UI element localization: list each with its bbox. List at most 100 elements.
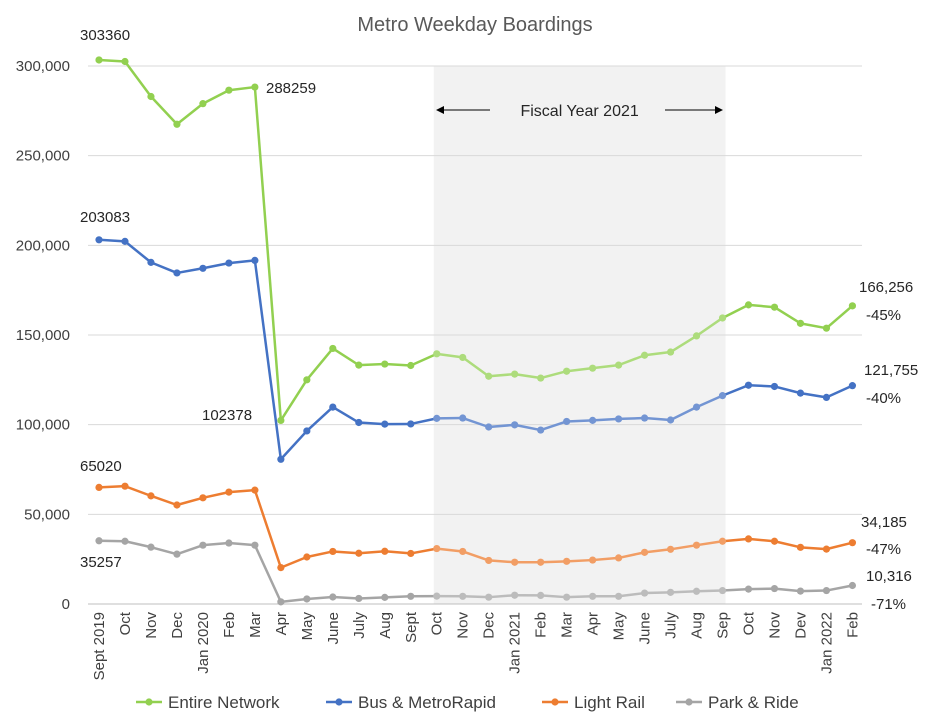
x-tick-label: June: [325, 612, 342, 645]
series-layer: [95, 56, 857, 606]
x-tick-label: Dec: [481, 612, 498, 639]
series-segment: [97, 58, 127, 63]
x-tick-label: Dev: [792, 612, 809, 639]
series-segment: [799, 391, 828, 399]
data-point: [563, 367, 571, 375]
series-segment: [253, 259, 283, 461]
y-tick-label: 300,000: [16, 58, 70, 75]
data-point: [199, 264, 207, 272]
data-point: [485, 423, 493, 431]
chart-title: Metro Weekday Boardings: [357, 14, 592, 36]
data-label: 34,185: [861, 514, 907, 531]
data-point: [511, 370, 519, 378]
data-point: [381, 360, 389, 368]
data-point: [692, 587, 701, 595]
series-light-rail: [95, 482, 857, 572]
series-segment: [227, 541, 257, 547]
series-segment: [149, 494, 179, 507]
series-segment: [617, 591, 646, 598]
x-tick-label: Jan 2020: [195, 612, 212, 674]
series-segment: [175, 543, 205, 556]
legend-label: Park & Ride: [708, 693, 799, 712]
series-segment: [487, 423, 516, 429]
legend-item: Light Rail: [542, 693, 645, 712]
series-segment: [513, 372, 542, 380]
data-point: [329, 403, 337, 411]
x-tick-label: Aug: [689, 612, 706, 639]
data-label: -40%: [866, 390, 901, 407]
series-segment: [695, 539, 724, 547]
data-point: [822, 545, 831, 553]
data-point: [225, 259, 233, 267]
data-point: [796, 543, 805, 551]
series-segment: [799, 589, 828, 593]
series-segment: [227, 488, 257, 494]
data-point: [433, 544, 441, 553]
legend-swatch-marker: [685, 698, 693, 706]
data-point: [433, 350, 441, 358]
data-point: [251, 541, 259, 549]
series-segment: [461, 550, 490, 562]
data-point: [718, 392, 727, 400]
data-point: [95, 483, 103, 491]
series-segment: [721, 383, 750, 397]
series-segment: [539, 560, 568, 564]
data-point: [563, 593, 571, 601]
series-segment: [799, 546, 828, 551]
data-point: [770, 584, 779, 593]
series-segment: [201, 541, 231, 547]
series-segment: [149, 95, 179, 126]
data-point: [563, 417, 571, 426]
series-segment: [201, 261, 231, 270]
series-segment: [461, 416, 490, 429]
series-segment: [149, 261, 179, 275]
series-segment: [331, 347, 361, 367]
data-point: [666, 588, 675, 596]
series-segment: [123, 240, 153, 264]
data-point: [147, 492, 155, 500]
series-segment: [773, 385, 802, 395]
series-segment: [591, 417, 620, 422]
data-point: [173, 550, 181, 558]
series-segment: [695, 316, 724, 338]
series-segment: [253, 85, 283, 422]
series-segment: [669, 590, 698, 594]
series-segment: [253, 543, 283, 604]
data-label: 166,256: [859, 279, 913, 296]
series-segment: [97, 484, 127, 489]
data-point: [640, 548, 649, 556]
data-point: [770, 382, 779, 391]
data-point: [199, 541, 207, 549]
x-tick-label: Mar: [247, 612, 264, 638]
data-point: [277, 455, 285, 463]
data-point: [121, 237, 129, 245]
data-label: -71%: [871, 596, 906, 613]
data-point: [640, 351, 649, 359]
legend-label: Bus & MetroRapid: [358, 693, 496, 712]
series-segment: [305, 347, 335, 382]
series-segment: [409, 417, 438, 426]
data-point: [95, 537, 103, 545]
data-label: 303360: [80, 27, 130, 44]
series-segment: [435, 547, 464, 553]
annotations: 303360 288259 203083 102378 65020 35257 166,25…: [80, 27, 918, 613]
data-point: [537, 558, 545, 566]
series-segment: [331, 405, 361, 424]
data-point: [589, 592, 597, 600]
series-segment: [539, 420, 568, 432]
series-park-ride: [95, 537, 857, 606]
data-point: [848, 539, 857, 547]
series-segment: [825, 384, 854, 399]
series-segment: [331, 550, 361, 555]
data-point: [381, 547, 389, 555]
data-point: [770, 537, 779, 545]
data-label: 203083: [80, 209, 130, 226]
data-point: [225, 539, 233, 547]
data-label: 288259: [266, 80, 316, 97]
series-segment: [227, 259, 257, 265]
data-point: [589, 416, 597, 424]
series-segment: [279, 378, 309, 422]
data-point: [589, 364, 597, 372]
